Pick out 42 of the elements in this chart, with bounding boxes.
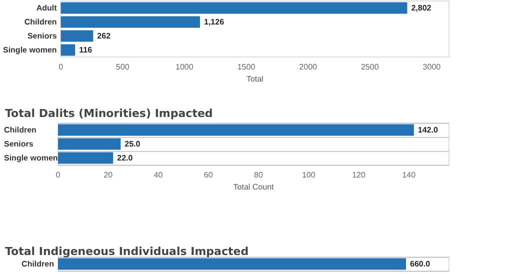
chart-title: Total Indigeneous Individuals Impacted bbox=[5, 245, 249, 258]
x-tick-label: 0 bbox=[58, 62, 64, 72]
data-label: 660.0 bbox=[410, 260, 431, 268]
y-tick-label: Seniors bbox=[27, 32, 58, 40]
chart-title: Total Dalits (Minorities) Impacted bbox=[5, 107, 213, 120]
x-tick-label: 1500 bbox=[237, 62, 256, 72]
y-tick-label: Single women bbox=[2, 46, 57, 54]
x-tick-label: 1000 bbox=[176, 62, 194, 72]
x-tick-label: 2500 bbox=[360, 62, 380, 72]
bar bbox=[60, 2, 408, 14]
x-axis-title: Total bbox=[246, 74, 264, 84]
y-tick-label: Adult bbox=[36, 4, 58, 12]
x-tick-label: 2000 bbox=[299, 62, 318, 72]
data-label: 25.0 bbox=[124, 140, 141, 148]
x-tick-label: 0 bbox=[56, 170, 61, 180]
bar bbox=[60, 30, 94, 42]
data-label: 1,126 bbox=[204, 18, 225, 26]
bar bbox=[60, 16, 200, 28]
x-tick-label: 40 bbox=[154, 170, 164, 180]
x-axis-title: Total Count bbox=[233, 182, 275, 192]
data-label: 142.0 bbox=[418, 126, 438, 134]
y-tick-label: Children bbox=[22, 260, 54, 268]
bar bbox=[60, 44, 76, 56]
y-tick-label: Seniors bbox=[4, 140, 34, 148]
y-tick-label: Single women bbox=[4, 154, 58, 162]
x-tick-label: 60 bbox=[204, 170, 214, 180]
x-tick-label: 20 bbox=[104, 170, 114, 180]
bar bbox=[58, 138, 121, 150]
y-tick-label: Children bbox=[24, 18, 57, 26]
x-tick-label: 120 bbox=[352, 170, 366, 180]
x-tick-label: 500 bbox=[116, 62, 130, 72]
y-tick-label: Children bbox=[4, 126, 37, 134]
data-label: 262 bbox=[97, 32, 112, 40]
bar bbox=[58, 152, 114, 164]
data-label: 2,802 bbox=[411, 4, 432, 12]
bar bbox=[58, 124, 414, 136]
x-tick-label: 140 bbox=[402, 170, 416, 180]
x-tick-label: 3000 bbox=[422, 62, 442, 72]
data-label: 116 bbox=[79, 46, 93, 54]
data-label: 22.0 bbox=[117, 154, 134, 162]
x-tick-label: 80 bbox=[254, 170, 264, 180]
x-tick-label: 100 bbox=[302, 170, 316, 180]
